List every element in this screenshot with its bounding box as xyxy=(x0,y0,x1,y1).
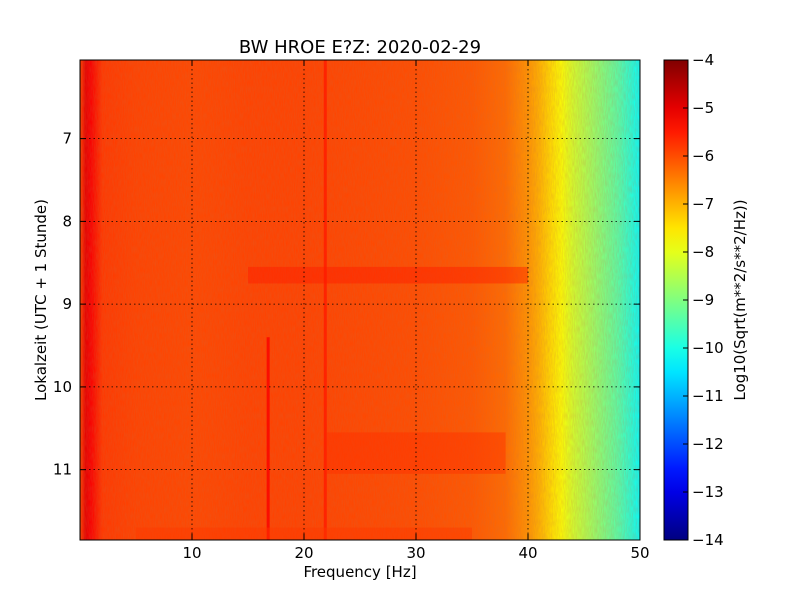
colorbar-tick-label-10: −14 xyxy=(692,531,724,549)
grid-lines xyxy=(80,60,640,540)
colorbar-tick-label-8: −12 xyxy=(692,435,724,453)
feature-vertical-line-0 xyxy=(266,337,270,540)
colorbar-ticks: −4 −5 −6 −7 −8 −9 −10 −11 −12 −13 −14 xyxy=(683,51,724,549)
feature-vertical-line-1 xyxy=(323,60,327,540)
colorbar-tick-label-2: −6 xyxy=(692,147,714,165)
x-tick-label-50: 50 xyxy=(630,544,649,562)
x-axis-ticks: 10 20 30 40 50 xyxy=(182,60,650,562)
colorbar-tick-label-9: −13 xyxy=(692,483,724,501)
plot-area xyxy=(80,60,640,540)
feature-horizontal-band-2 xyxy=(248,266,528,284)
y-tick-label-8: 8 xyxy=(62,212,72,230)
colorbar-tick-label-7: −11 xyxy=(692,387,724,405)
x-tick-label-30: 30 xyxy=(406,544,425,562)
colorbar-tick-label-1: −5 xyxy=(692,99,714,117)
colorbar: −4 −5 −6 −7 −8 −9 −10 −11 −12 −13 −14 Log10(Sqrt(m… xyxy=(663,51,749,549)
y-tick-label-9: 9 xyxy=(62,295,72,313)
heatmap-features xyxy=(136,60,528,540)
colorbar-tick-label-5: −9 xyxy=(692,291,714,309)
colorbar-tick-label-3: −7 xyxy=(692,195,714,213)
y-tick-label-11: 11 xyxy=(53,461,72,479)
x-tick-label-10: 10 xyxy=(182,544,201,562)
heatmap-texture xyxy=(80,60,640,540)
y-tick-label-10: 10 xyxy=(53,378,72,396)
chart-title: BW HROE E?Z: 2020-02-29 xyxy=(239,37,481,58)
plot-frame xyxy=(79,59,641,541)
colorbar-tick-label-0: −4 xyxy=(692,51,714,69)
y-axis-label: Lokalzeit (UTC + 1 Stunde) xyxy=(32,199,50,401)
colorbar-label: Log10(Sqrt(m**2/s**2/Hz)) xyxy=(731,199,749,400)
colorbar-tick-label-6: −10 xyxy=(692,339,724,357)
colorbar-tick-label-4: −8 xyxy=(692,243,714,261)
x-tick-label-20: 20 xyxy=(294,544,313,562)
y-tick-label-7: 7 xyxy=(62,130,72,148)
x-axis-label: Frequency [Hz] xyxy=(303,563,416,581)
y-axis-ticks: 7 8 9 10 11 xyxy=(53,130,640,479)
x-tick-label-40: 40 xyxy=(518,544,537,562)
